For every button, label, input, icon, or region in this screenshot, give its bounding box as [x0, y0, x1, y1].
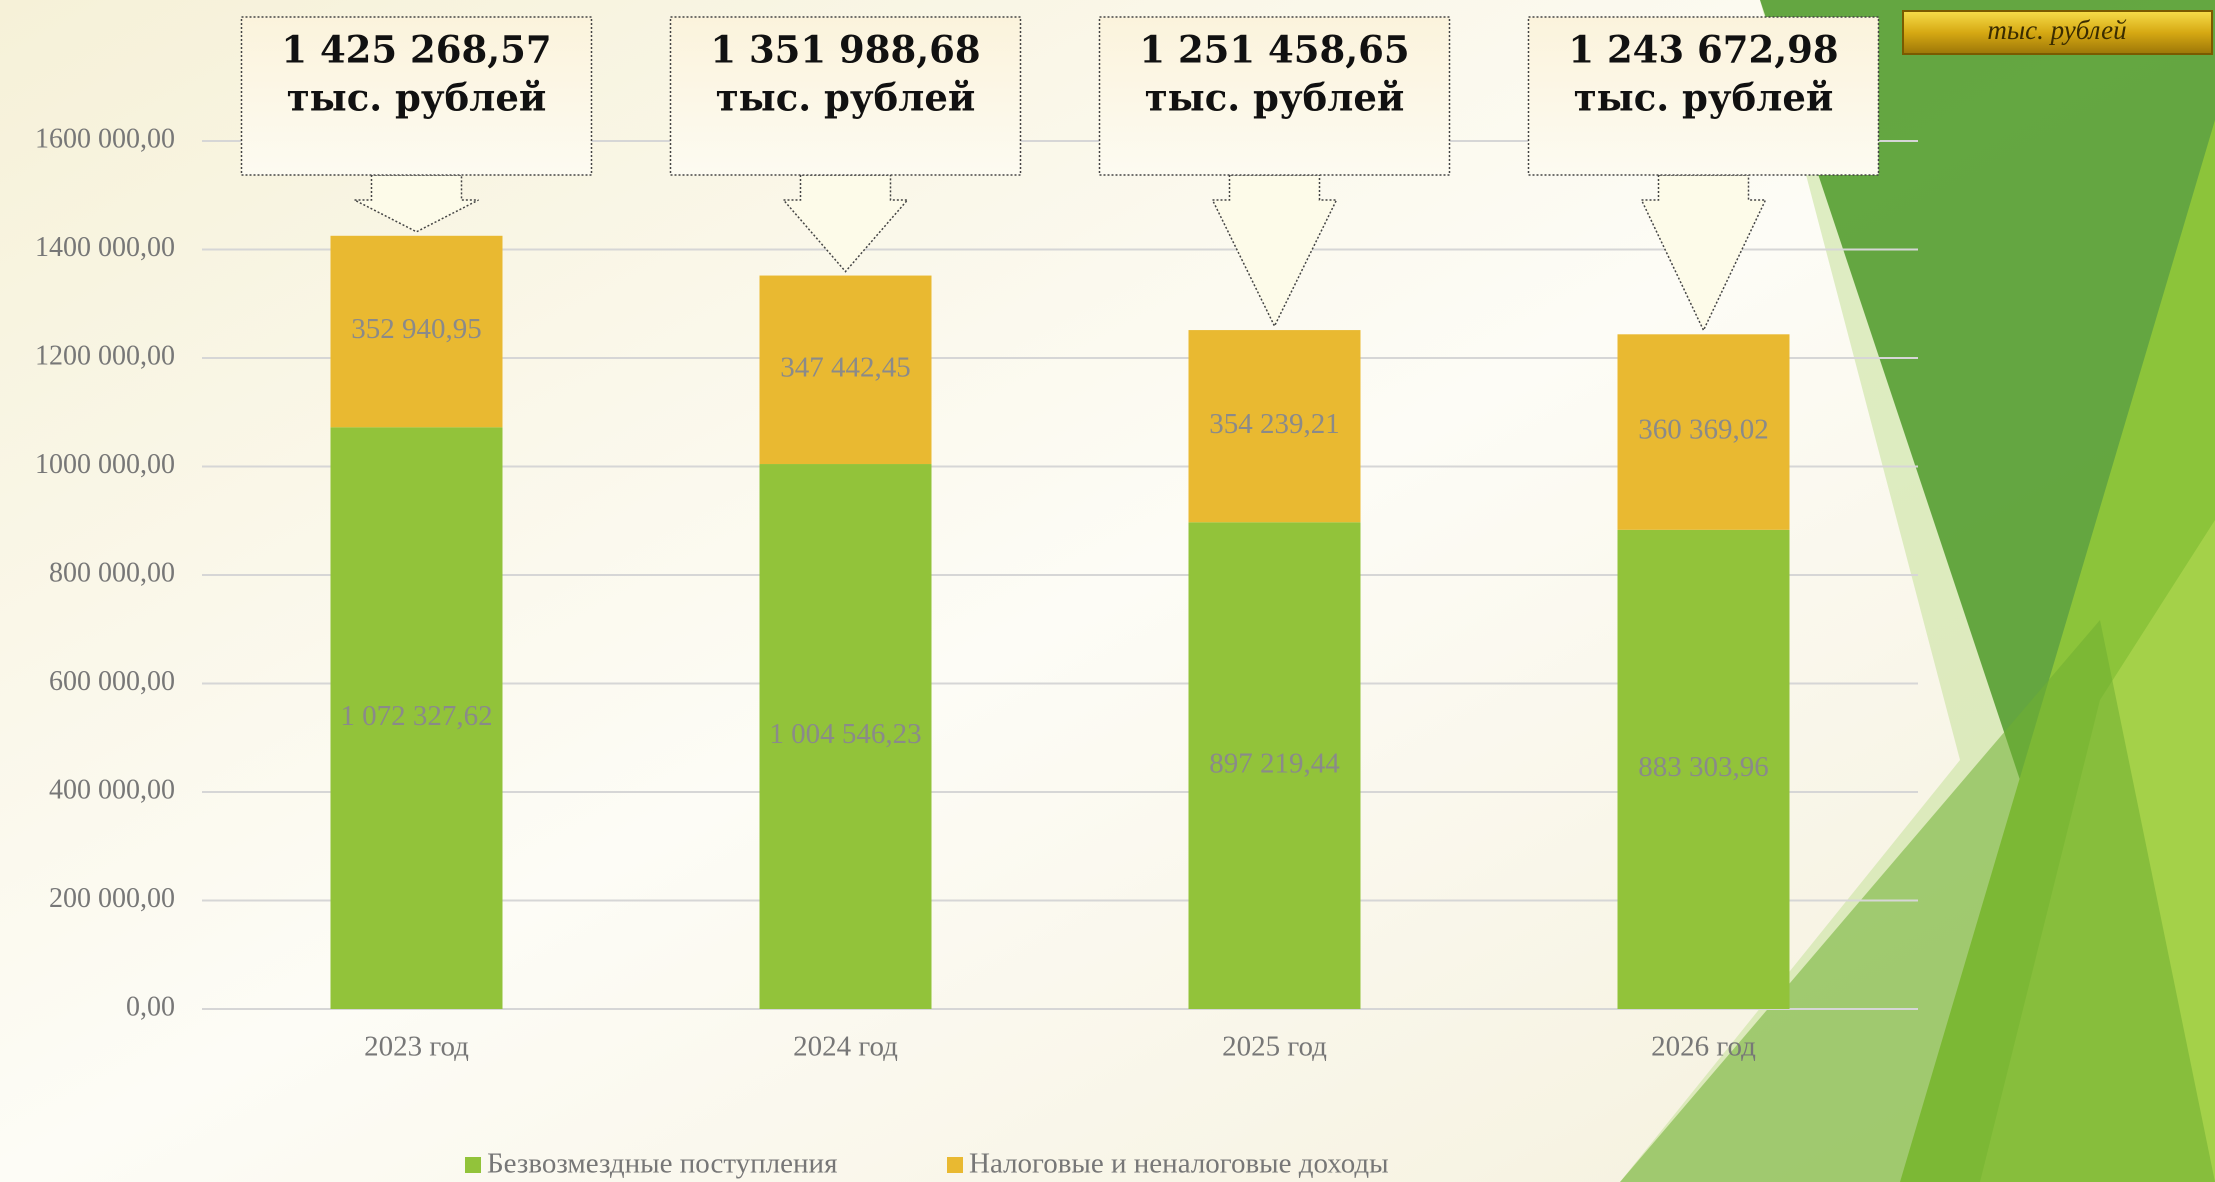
legend-swatch: [947, 1157, 963, 1173]
legend-label: Налоговые и неналоговые доходы: [969, 1148, 1389, 1180]
callout-unit: тыс. рублей: [287, 76, 547, 120]
badge-text: тыс. рублей: [1987, 15, 2127, 45]
value-label: 1 072 327,62: [340, 700, 492, 732]
y-tick-label: 1400 000,00: [35, 232, 175, 263]
callout-total: 1 243 672,98: [1568, 28, 1838, 72]
y-tick-label: 1200 000,00: [35, 340, 175, 371]
bar-segment: [1617, 529, 1790, 1009]
callout-box: [240, 16, 593, 176]
value-label: 883 303,96: [1638, 751, 1769, 783]
callout-arrow: [354, 174, 479, 233]
y-tick-label: 1000 000,00: [35, 449, 175, 480]
bar-segment: [330, 427, 503, 1009]
callout-box: [1098, 16, 1451, 176]
unit-badge: 0,00 200 000,00 400 000,00 600 000,00 800 00…: [35, 16, 1918, 1180]
bar-segment: [1188, 522, 1361, 1009]
callout-unit: тыс. рублей: [1145, 76, 1405, 120]
bar-segment: [1188, 330, 1361, 523]
callout-unit: тыс. рублей: [716, 76, 976, 120]
legend-label: Безвозмездные поступления: [487, 1148, 837, 1180]
bar-segment: [1617, 334, 1790, 530]
value-label: 897 219,44: [1209, 747, 1340, 779]
bar-segment: [759, 275, 932, 465]
bar-segment: [759, 464, 932, 1009]
legend-swatch: [465, 1157, 481, 1173]
value-label: 360 369,02: [1638, 414, 1769, 446]
y-tick-label: 600 000,00: [49, 666, 175, 697]
callout-box: [1527, 16, 1880, 176]
x-tick-label: 2023 год: [364, 1031, 469, 1063]
x-tick-label: 2025 год: [1222, 1031, 1327, 1063]
x-tick-label: 2024 год: [793, 1031, 898, 1063]
callout-total: 1 351 988,68: [710, 28, 980, 72]
callout-arrow: [1640, 174, 1767, 333]
callout-total: 1 425 268,57: [281, 28, 551, 72]
bar-segment: [330, 235, 503, 428]
badge-box: [1902, 10, 2213, 55]
y-tick-label: 800 000,00: [49, 557, 175, 588]
y-tick-label: 0,00: [126, 991, 175, 1022]
y-tick-label: 1600 000,00: [35, 123, 175, 154]
callout-arrow: [781, 174, 910, 273]
callout-total: 1 251 458,65: [1139, 28, 1409, 72]
callout-unit: тыс. рублей: [1574, 76, 1834, 120]
y-tick-label: 200 000,00: [49, 883, 175, 914]
y-tick-label: 400 000,00: [49, 774, 175, 805]
callout-arrow: [1211, 174, 1338, 328]
x-tick-label: 2026 год: [1651, 1031, 1756, 1063]
value-label: 347 442,45: [780, 351, 911, 383]
value-label: 354 239,21: [1209, 408, 1340, 440]
callout-box: [669, 16, 1022, 176]
value-label: 352 940,95: [351, 313, 482, 345]
value-label: 1 004 546,23: [769, 718, 921, 750]
